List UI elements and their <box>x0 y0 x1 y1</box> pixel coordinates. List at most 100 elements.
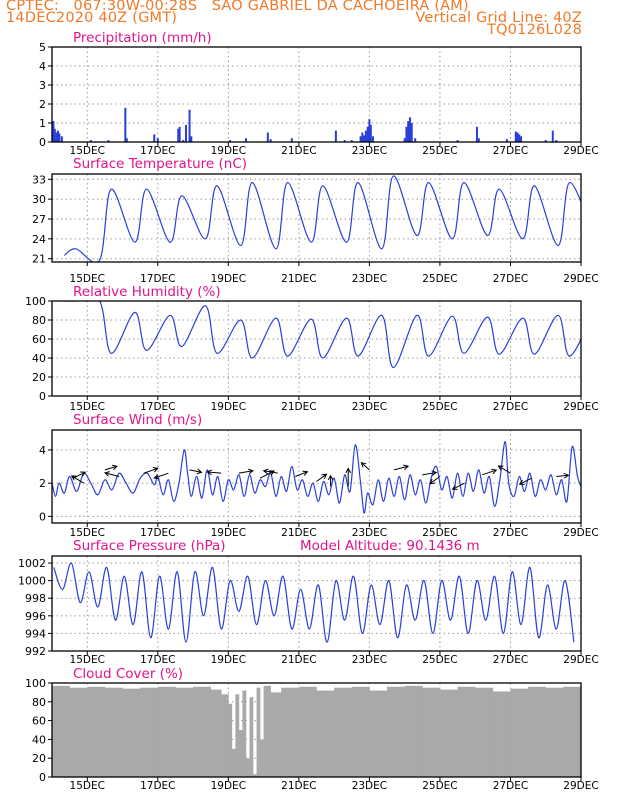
cloud-xtick-label: 15DEC <box>70 780 105 792</box>
wind-title: Surface Wind (m/s) <box>73 412 202 428</box>
rh-xtick-label: 19DEC <box>211 401 246 413</box>
wind-arrow <box>482 469 497 476</box>
temp-xtick-label: 19DEC <box>211 273 246 285</box>
cloud-frame <box>51 682 582 778</box>
cloud-bar <box>369 690 388 777</box>
precip-ytick-label: 5 <box>39 41 46 54</box>
precip-ytick-label: 1 <box>39 117 46 130</box>
precip-bar <box>516 132 519 142</box>
rh-title: Relative Humidity (%) <box>73 284 221 300</box>
header-line1: CPTEC: 067:30W-00:28S SAO GABRIEL DA CAC… <box>6 0 469 14</box>
wind-arrow-head <box>327 474 334 481</box>
precip-bar <box>366 126 369 142</box>
pressure-series <box>53 562 575 643</box>
wind-arrow-head <box>153 473 160 480</box>
cloud-xtick-label: 21DEC <box>281 780 316 792</box>
wind-arrow <box>238 470 253 474</box>
temp-ytick-label: 24 <box>32 233 46 246</box>
wind-arrow <box>263 470 278 474</box>
header-date: 14DEC2020 40Z (GMT) <box>6 10 178 26</box>
cloud-bar <box>221 694 229 777</box>
wind-arrow <box>104 472 120 477</box>
cloud-ytick-label: 100 <box>25 677 46 690</box>
cloud-xtick-label: 29DEC <box>563 780 598 792</box>
wind-arrow-head <box>321 473 328 480</box>
wind-xtick-label: 29DEC <box>563 527 598 539</box>
wind-xtick-label: 25DEC <box>422 527 457 539</box>
wind-frame <box>51 429 582 524</box>
cloud-bar <box>228 703 233 777</box>
header-model-id: TQ0126L028 <box>487 22 582 38</box>
wind-line <box>52 440 581 514</box>
cloud-bar <box>140 687 159 777</box>
cloud-xtick-label: 25DEC <box>422 780 457 792</box>
precip-xtick-label: 15DEC <box>70 145 105 157</box>
cloud-bar <box>528 686 547 777</box>
temp-ytick-label: 21 <box>32 253 46 266</box>
pressure-grid <box>52 556 582 651</box>
precip-bar <box>178 126 181 142</box>
precip-bar <box>124 107 127 142</box>
temp-xtick-label: 15DEC <box>70 273 105 285</box>
cloud-ytick-label: 80 <box>32 696 46 709</box>
wind-arrow <box>498 465 511 474</box>
precip-bar <box>369 124 372 142</box>
precip-bar <box>414 138 417 142</box>
precip-xtick-label: 23DEC <box>352 145 387 157</box>
pressure-line <box>53 562 575 643</box>
cloud-bar <box>249 697 254 777</box>
precip-bar <box>350 140 353 142</box>
cloud-bar <box>404 685 423 777</box>
precip-series <box>52 107 558 142</box>
rh-ytick-label: 60 <box>32 333 46 346</box>
cloud-xtick-label: 17DEC <box>140 780 175 792</box>
precip-bar <box>334 130 337 142</box>
pressure-ytick-label: 996 <box>25 610 46 623</box>
wind-arrow <box>393 465 409 471</box>
precip-xtick-label: 29DEC <box>563 145 598 157</box>
pressure-xtick-label: 23DEC <box>352 654 387 666</box>
precip-bar <box>156 138 159 142</box>
precip-bar <box>518 134 521 142</box>
pressure-ytick-label: 994 <box>25 627 46 640</box>
wind-arrow <box>207 471 222 474</box>
wind-arrow <box>71 475 84 484</box>
rh-xtick-label: 17DEC <box>140 401 175 413</box>
precip-bar <box>505 139 508 142</box>
cloud-bar <box>52 685 70 777</box>
precip-bar <box>55 132 58 142</box>
temp-series <box>63 175 581 262</box>
cloud-bar <box>270 692 282 777</box>
precip-bar <box>410 123 413 142</box>
cloud-ytick-label: 0 <box>39 771 46 784</box>
wind-arrow-head <box>152 467 159 473</box>
cloud-bar <box>260 739 264 777</box>
precip-bar <box>53 128 56 142</box>
precip-xtick-label: 19DEC <box>211 145 246 157</box>
precip-bar <box>89 140 92 142</box>
precip-bar <box>177 128 180 142</box>
cloud-bar <box>253 774 257 777</box>
pressure-ytick-label: 1000 <box>18 575 46 588</box>
wind-ytick-label: 0 <box>39 510 46 523</box>
precip-xtick-label: 21DEC <box>281 145 316 157</box>
cloud-bar <box>281 687 300 777</box>
precip-bar <box>359 136 362 142</box>
cloud-bar <box>175 687 194 777</box>
precip-bar <box>107 140 110 142</box>
precip-xtick-label: 25DEC <box>422 145 457 157</box>
pressure-xtick-label: 21DEC <box>281 654 316 666</box>
wind-arrow <box>316 473 327 482</box>
precip-ytick-label: 2 <box>39 98 46 111</box>
rh-xtick-label: 27DEC <box>493 401 528 413</box>
wind-arrow-head <box>451 484 458 490</box>
pressure-ytick-label: 998 <box>25 592 46 605</box>
precip-bar <box>514 131 517 142</box>
temp-ytick-label: 27 <box>32 213 46 226</box>
precip-bar <box>456 140 459 142</box>
pressure-title: Surface Pressure (hPa) <box>73 538 226 554</box>
rh-xtick-label: 23DEC <box>352 401 387 413</box>
precip-bar <box>60 136 63 142</box>
precip-bar <box>555 140 558 142</box>
